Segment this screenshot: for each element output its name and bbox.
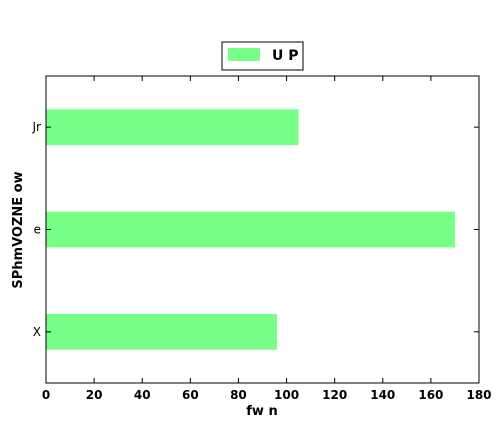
y-tick-label: Jr [32, 120, 42, 134]
ticks-layer: Xe Jr 0 20 40 60 80 100 120 140 160 180 [32, 76, 492, 402]
x-tick-label: 60 [182, 388, 199, 402]
x-tick-label: 0 [42, 388, 50, 402]
x-tick-label: 140 [370, 388, 395, 402]
x-axis-label: fw n [246, 404, 277, 419]
x-tick-label: 160 [418, 388, 443, 402]
x-tick-label: 180 [466, 388, 491, 402]
legend: U P [221, 41, 304, 71]
x-tick-label: 20 [86, 388, 103, 402]
bars-layer [46, 109, 455, 350]
legend-box [221, 41, 304, 71]
bar-e [46, 211, 455, 248]
y-tick-label: e [34, 223, 41, 237]
legend-label: U P [272, 48, 299, 64]
x-tick-label: 120 [322, 388, 347, 402]
y-tick-label: X [33, 325, 41, 339]
y-axis-label: SPhmVOZNE ow [11, 171, 26, 288]
bar-X [46, 313, 277, 350]
x-tick-label: 100 [274, 388, 299, 402]
x-tick-label: 80 [230, 388, 247, 402]
x-tick-label: 40 [134, 388, 151, 402]
legend-swatch [228, 48, 260, 61]
bar-Jr [46, 109, 299, 146]
